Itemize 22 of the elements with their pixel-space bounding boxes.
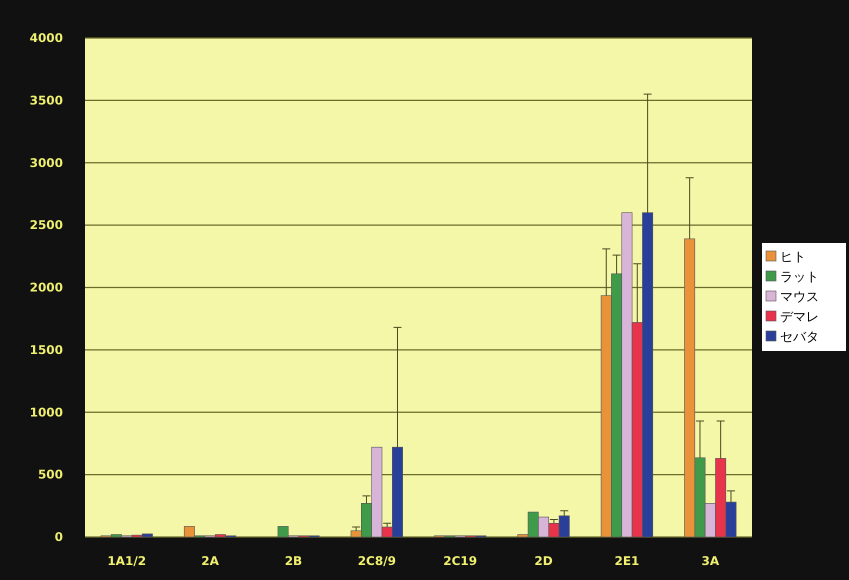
y-tick-label: 4000 xyxy=(30,31,63,45)
x-tick-label: 2B xyxy=(284,554,302,568)
y-tick-label: 500 xyxy=(38,468,63,482)
x-tick-label: 2C19 xyxy=(443,554,478,568)
x-tick-label: 2D xyxy=(534,554,553,568)
x-tick-label: 2C8/9 xyxy=(358,554,396,568)
y-tick-label: 2000 xyxy=(30,280,63,294)
y-tick-label: 1000 xyxy=(30,405,63,420)
y-tick-label: 0 xyxy=(54,530,63,544)
y-tick-label: 2500 xyxy=(30,218,63,232)
x-tick-label: 2A xyxy=(201,554,220,568)
x-tick-label: 2E1 xyxy=(614,554,640,568)
x-tick-label: 3A xyxy=(701,554,720,568)
legend-label: マウス xyxy=(780,290,819,305)
legend-label: ヒト xyxy=(780,250,806,265)
legend-label: ラット xyxy=(780,270,819,285)
y-tick-label: 3500 xyxy=(30,93,63,108)
x-tick-label: 1A1/2 xyxy=(107,554,146,568)
legend-label: デマレ xyxy=(780,310,819,325)
y-tick-label: 3000 xyxy=(30,156,63,170)
legend-label: セバタ xyxy=(780,330,819,345)
y-tick-label: 1500 xyxy=(30,342,63,357)
